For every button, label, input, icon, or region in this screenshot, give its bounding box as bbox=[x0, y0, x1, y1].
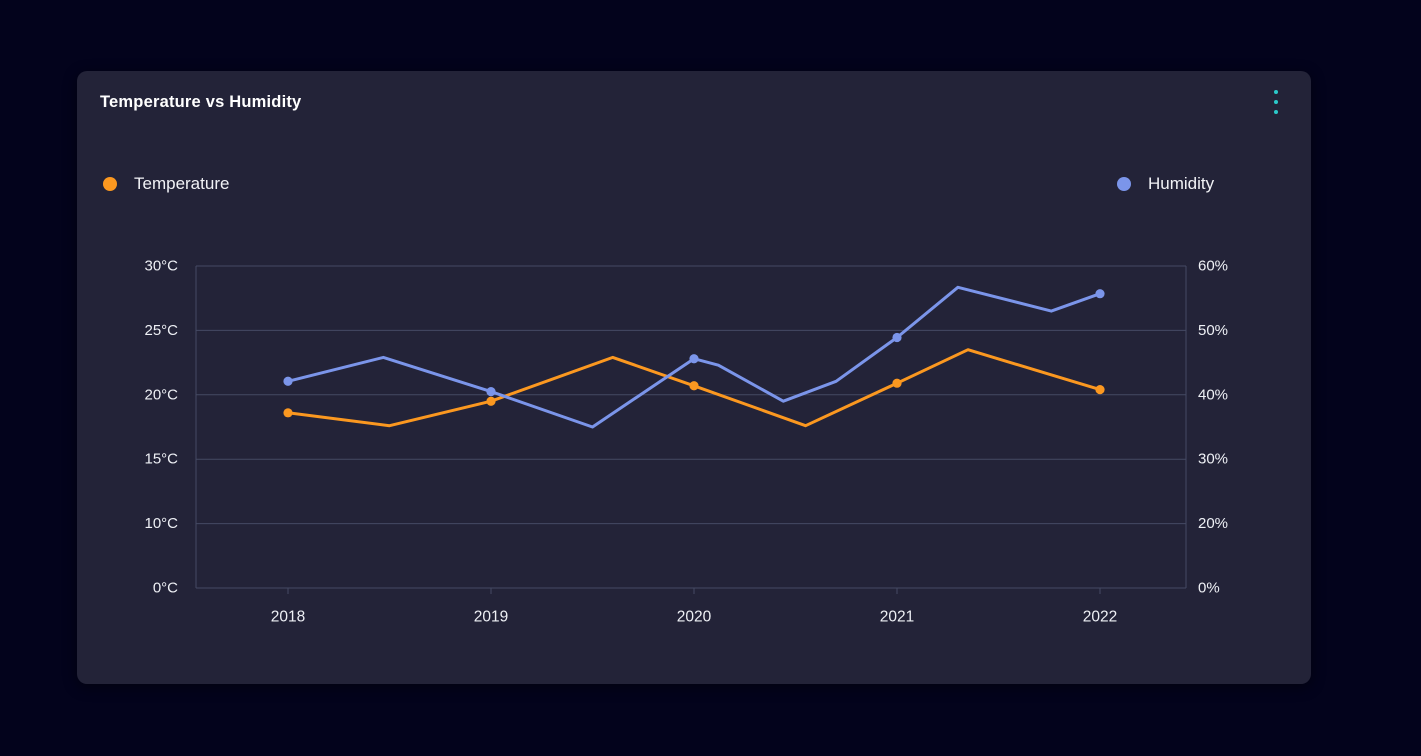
y-axis-label-left: 10°C bbox=[144, 515, 178, 532]
x-axis-label: 2020 bbox=[677, 609, 712, 626]
kebab-dot bbox=[1274, 90, 1278, 94]
kebab-dot bbox=[1274, 100, 1278, 104]
x-axis-label: 2022 bbox=[1083, 609, 1117, 626]
legend-item-humidity[interactable]: Humidity bbox=[1117, 173, 1214, 195]
chart-canvas[interactable]: 30°C 25°C 20°C 15°C 10°C 0°C 60% 50% 40% 30% 20% 0%… bbox=[77, 71, 1311, 684]
y-axis-label-right: 0% bbox=[1198, 580, 1220, 597]
data-point-humidity[interactable] bbox=[689, 354, 699, 364]
data-point-humidity[interactable] bbox=[283, 376, 293, 386]
data-point-temperature[interactable] bbox=[892, 378, 902, 388]
data-point-temperature[interactable] bbox=[283, 408, 293, 418]
data-point-humidity[interactable] bbox=[1095, 289, 1105, 299]
x-axis-label: 2021 bbox=[880, 609, 914, 626]
y-axis-label-right: 40% bbox=[1198, 386, 1228, 403]
data-point-temperature[interactable] bbox=[689, 381, 699, 391]
x-axis-label: 2018 bbox=[271, 609, 305, 626]
y-axis-label-right: 30% bbox=[1198, 451, 1228, 468]
y-axis-label-right: 60% bbox=[1198, 258, 1228, 275]
y-axis-label-left: 15°C bbox=[144, 451, 178, 468]
y-axis-label-right: 20% bbox=[1198, 515, 1228, 532]
y-axis-label-left: 0°C bbox=[153, 580, 178, 597]
legend-item-temperature[interactable]: Temperature bbox=[103, 173, 229, 195]
y-axis-label-right: 50% bbox=[1198, 322, 1228, 339]
x-axis-label: 2019 bbox=[474, 609, 508, 626]
data-point-temperature[interactable] bbox=[1095, 385, 1105, 395]
legend-label-humidity: Humidity bbox=[1148, 174, 1215, 193]
chart-card: Temperature vs Humidity Temperature Humi… bbox=[77, 71, 1311, 684]
kebab-menu-icon[interactable] bbox=[1269, 87, 1283, 117]
y-axis-label-left: 25°C bbox=[144, 322, 178, 339]
legend-swatch-humidity bbox=[1117, 177, 1131, 191]
chart-title: Temperature vs Humidity bbox=[100, 93, 302, 111]
data-point-temperature[interactable] bbox=[486, 396, 496, 406]
data-point-humidity[interactable] bbox=[892, 332, 902, 343]
legend-swatch-temperature bbox=[103, 177, 117, 191]
kebab-dot bbox=[1274, 110, 1278, 114]
legend-label-temperature: Temperature bbox=[134, 174, 230, 193]
series-line-humidity bbox=[286, 285, 1102, 429]
data-point-humidity[interactable] bbox=[486, 386, 496, 397]
y-axis-label-left: 30°C bbox=[144, 258, 178, 275]
y-axis-label-left: 20°C bbox=[144, 386, 178, 403]
